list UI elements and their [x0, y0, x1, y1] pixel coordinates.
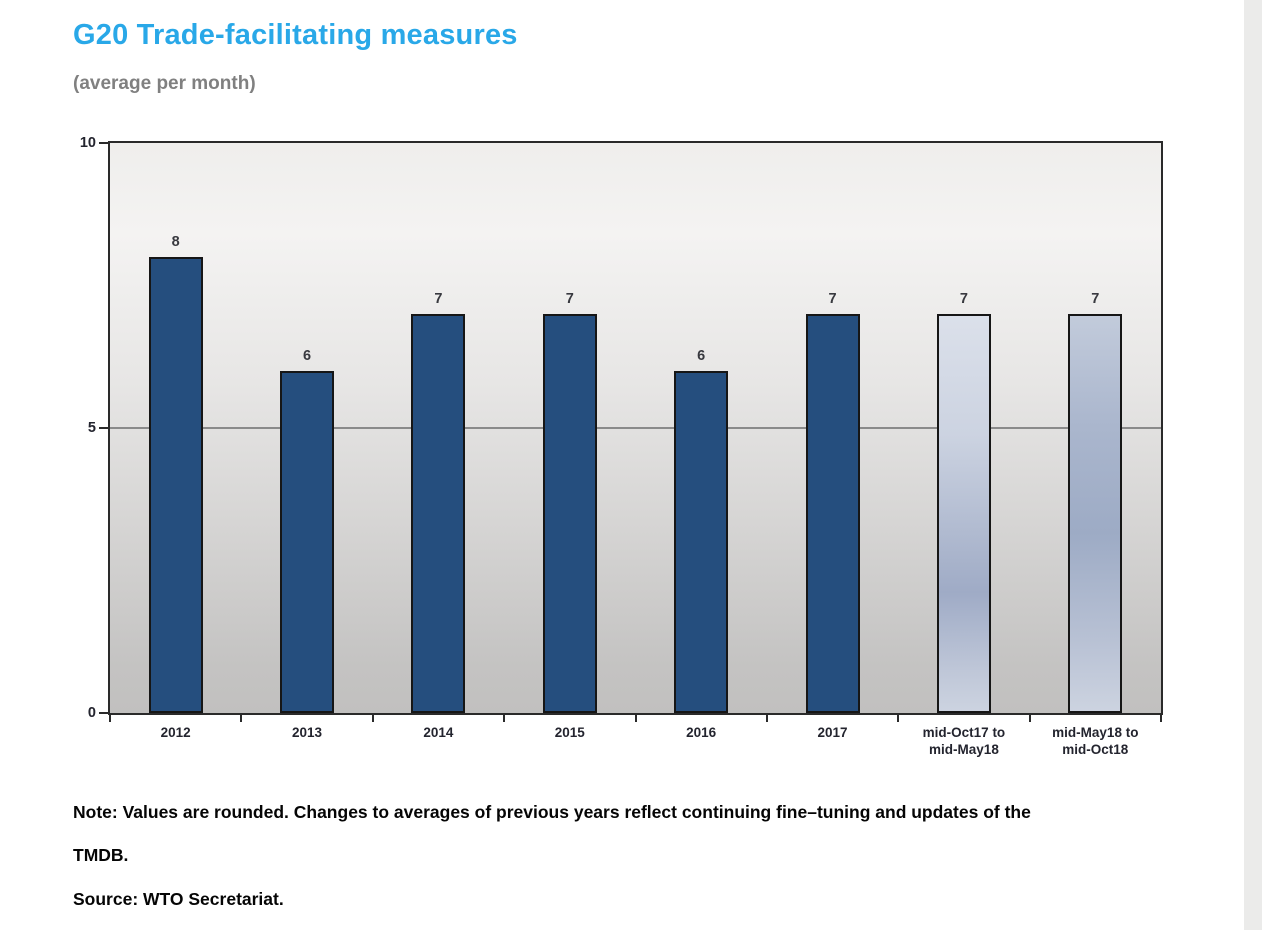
y-axis-label: 5	[87, 420, 96, 436]
bar-2014	[411, 314, 466, 713]
bar-value-label: 8	[171, 234, 180, 250]
bar-2013	[280, 371, 335, 713]
x-axis-label: 2016	[686, 725, 717, 740]
x-tick-mark	[109, 715, 111, 722]
source-text: Source: WTO Secretariat.	[73, 889, 284, 909]
bar-cell: 7	[1030, 143, 1161, 713]
x-tick-mark	[897, 715, 900, 722]
bar-value-label: 6	[697, 348, 706, 364]
scrollbar-gutter	[1244, 0, 1262, 930]
y-tick-mark	[99, 712, 108, 714]
note-line: TMDB.	[73, 845, 129, 865]
note-line: Note: Values are rounded. Changes to ave…	[73, 802, 1031, 822]
bar-cell: 7	[504, 143, 635, 713]
bar-value-label: 7	[565, 291, 574, 307]
plot-area: 8 6 7 7 6 7 7 7	[108, 141, 1163, 715]
gridline-5	[110, 427, 1161, 429]
chart-subtitle: (average per month)	[73, 73, 256, 94]
x-tick-mark	[503, 715, 506, 722]
page-title: G20 Trade-facilitating measures	[73, 19, 518, 51]
x-axis-label: 2013	[292, 725, 323, 740]
x-axis-label: 2017	[817, 725, 848, 740]
x-tick-mark	[634, 715, 637, 722]
bar-2017	[805, 314, 860, 713]
x-axis-label: mid-May18 to mid-Oct18	[1052, 725, 1139, 757]
bar-cell: 7	[767, 143, 898, 713]
bar-cell: 7	[373, 143, 504, 713]
note-text: Note: Values are rounded. Changes to ave…	[73, 802, 1183, 888]
bar-cell: 7	[898, 143, 1029, 713]
x-axis-ticks	[109, 715, 1162, 722]
bar-2016	[674, 371, 729, 713]
bar-mid-oct17-to	[936, 314, 991, 713]
y-axis-label: 10	[79, 135, 96, 151]
y-tick-mark	[99, 142, 108, 144]
bar-mid-may18-to	[1068, 314, 1123, 713]
bar-cell: 6	[636, 143, 767, 713]
bar-2015	[542, 314, 597, 713]
bar-value-label: 7	[828, 291, 837, 307]
bar-cell: 8	[110, 143, 241, 713]
x-tick-mark	[240, 715, 243, 722]
x-axis-labels: 2012 2013 2014 2015 2016 2017 mid-Oct17 to mid…	[110, 724, 1161, 758]
x-tick-mark	[1028, 715, 1031, 722]
bar-value-label: 7	[1091, 291, 1100, 307]
x-tick-mark	[371, 715, 374, 722]
x-axis-label: 2014	[423, 725, 454, 740]
bar-value-label: 7	[959, 291, 968, 307]
y-tick-mark	[99, 427, 108, 429]
x-axis-label: 2012	[160, 725, 191, 740]
x-tick-mark	[765, 715, 768, 722]
bar-value-label: 6	[303, 348, 312, 364]
x-axis-label: 2015	[554, 725, 585, 740]
bar-cell: 6	[241, 143, 372, 713]
bar-2012	[148, 257, 203, 713]
x-axis-label: mid-Oct17 to mid-May18	[922, 725, 1006, 757]
y-axis-label: 0	[87, 705, 96, 721]
x-tick-mark	[1160, 715, 1162, 722]
bars-row: 8 6 7 7 6 7 7 7	[110, 143, 1161, 713]
bar-value-label: 7	[434, 291, 443, 307]
